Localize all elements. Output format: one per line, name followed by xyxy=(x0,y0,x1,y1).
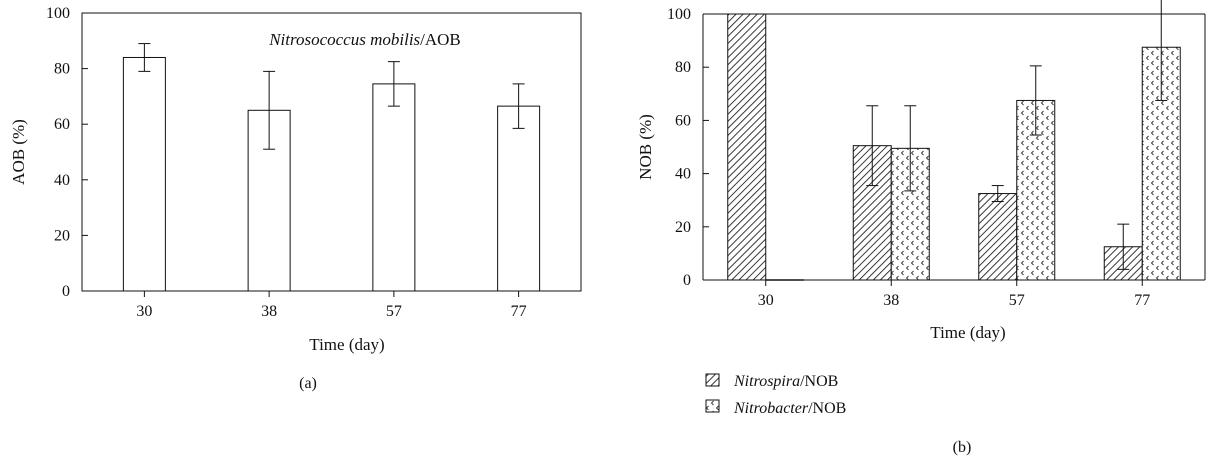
chart-b-x-axis: 30 38 57 77 xyxy=(758,280,1150,309)
chart-a-error-bar xyxy=(512,83,525,129)
chart-a-x-axis: 30 38 57 77 xyxy=(136,291,527,320)
chart-b-error-bar xyxy=(1117,223,1130,270)
chart-a-ytick-label: 80 xyxy=(54,61,70,78)
chart-a-annotation-plain: /AOB xyxy=(420,30,461,49)
chart-a-annotation: Nitrosococcus mobilis/AOB xyxy=(268,30,461,49)
chart-b-bar-nitrospira xyxy=(978,193,1018,281)
legend-label-nitrobacter: Nitrobacter/NOB xyxy=(733,400,846,417)
chart-b-xtick-label: 77 xyxy=(1134,292,1150,309)
chart-b-error-bar xyxy=(1029,65,1042,136)
chart-a-y-axis: 0 20 40 60 80 100 xyxy=(46,5,88,300)
chart-b-error-bar xyxy=(904,105,917,192)
chart-a-bar-value xyxy=(122,56,166,292)
chart-a-xtick-label: 30 xyxy=(136,303,152,320)
chart-a-bar-value xyxy=(497,105,541,292)
chart-b-xtick-label: 30 xyxy=(758,292,774,309)
chart-a-xlabel: Time (day) xyxy=(309,335,384,354)
chart-b-bars xyxy=(727,0,1181,281)
chart-a-error-bar xyxy=(387,61,400,107)
chart-b-ytick-label: 100 xyxy=(667,6,691,23)
chart-a-ytick-label: 0 xyxy=(62,283,70,300)
legend-item-nitrobacter: Nitrobacter/NOB xyxy=(705,399,846,417)
chart-b-ytick-label: 0 xyxy=(683,272,691,289)
legend-name-nitrospira: Nitrospira xyxy=(733,373,800,390)
chart-b: 0 20 40 60 80 100 30 38 57 77 Time (day) NOB (%)… xyxy=(636,0,1206,456)
chart-b-ytick-label: 60 xyxy=(675,112,691,129)
chart-b-xlabel: Time (day) xyxy=(930,323,1005,342)
chart-a-ytick-label: 60 xyxy=(54,116,70,133)
chart-b-error-bar xyxy=(1155,0,1168,101)
legend-label-nitrospira: Nitrospira/NOB xyxy=(733,373,838,390)
legend-suffix-nitrospira: /NOB xyxy=(800,373,838,390)
chart-a-error-bar xyxy=(263,70,276,150)
chart-a-ylabel: AOB (%) xyxy=(9,119,28,185)
chart-a-error-bar xyxy=(138,43,151,72)
chart-a: 0 20 40 60 80 100 30 38 57 77 Nitrosococcus mobi… xyxy=(9,5,582,392)
chart-b-error-bar xyxy=(866,105,879,187)
chart-b-legend: Nitrospira/NOB Nitrobacter/NOB xyxy=(705,373,846,417)
chart-b-ylabel: NOB (%) xyxy=(636,114,655,180)
legend-swatch-nitrospira xyxy=(705,373,720,387)
chart-b-y-axis: 0 20 40 60 80 100 xyxy=(667,6,709,289)
chart-a-bars xyxy=(122,43,541,292)
chart-a-panel-label: (a) xyxy=(299,375,317,392)
chart-a-annotation-italic: Nitrosococcus mobilis xyxy=(268,30,420,49)
chart-a-xtick-label: 57 xyxy=(386,303,402,320)
chart-a-plot-frame xyxy=(81,12,582,292)
chart-b-panel-label: (b) xyxy=(953,439,972,456)
chart-a-ytick-label: 40 xyxy=(54,172,70,189)
chart-b-error-bar xyxy=(991,185,1004,203)
chart-b-ytick-label: 20 xyxy=(675,219,691,236)
legend-name-nitrobacter: Nitrobacter xyxy=(733,400,809,417)
chart-b-xtick-label: 38 xyxy=(883,292,899,309)
chart-a-xtick-label: 77 xyxy=(511,303,527,320)
chart-b-ytick-label: 80 xyxy=(675,59,691,76)
legend-item-nitrospira: Nitrospira/NOB xyxy=(705,373,838,390)
chart-b-bar-nitrospira xyxy=(727,13,767,281)
legend-swatch-nitrobacter xyxy=(705,399,720,413)
chart-a-bar-value xyxy=(372,83,416,292)
legend-suffix-nitrobacter: /NOB xyxy=(808,400,846,417)
chart-a-xtick-label: 38 xyxy=(261,303,277,320)
chart-a-ytick-label: 20 xyxy=(54,227,70,244)
chart-b-xtick-label: 57 xyxy=(1009,292,1025,309)
chart-b-ytick-label: 40 xyxy=(675,166,691,183)
chart-a-ytick-label: 100 xyxy=(46,5,70,22)
